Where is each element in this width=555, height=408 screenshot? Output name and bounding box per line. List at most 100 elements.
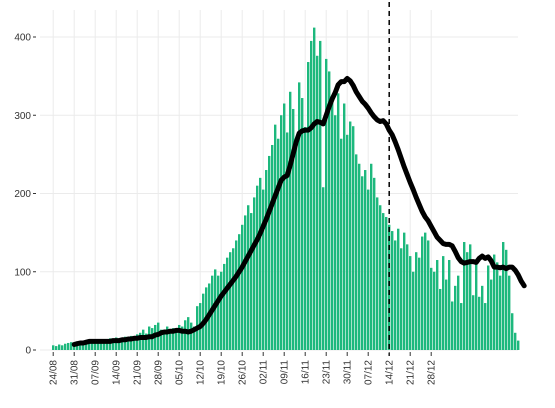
- y-axis: 0 100 200 300 400: [14, 33, 36, 357]
- bar: [457, 275, 460, 350]
- bar: [259, 177, 262, 350]
- bar: [253, 197, 256, 350]
- bar: [367, 189, 370, 350]
- bar: [514, 332, 517, 350]
- y-tick-label: 100: [14, 267, 31, 278]
- bar: [370, 163, 373, 350]
- bar: [121, 340, 124, 350]
- x-tick-label: 30/11: [343, 360, 354, 385]
- average-line: [71, 76, 527, 347]
- x-tick-label: 09/11: [280, 360, 291, 385]
- bar: [502, 242, 505, 350]
- bar: [358, 163, 361, 350]
- bar: [364, 170, 367, 350]
- bar: [481, 285, 484, 350]
- bar: [412, 271, 415, 350]
- bar: [238, 234, 241, 350]
- bar: [271, 144, 274, 350]
- bar: [343, 103, 346, 350]
- bar: [388, 224, 391, 350]
- bar: [136, 334, 139, 350]
- bar: [322, 187, 325, 350]
- x-tick-label: 26/10: [238, 360, 249, 385]
- bar: [112, 339, 115, 350]
- y-tick-label: 0: [25, 346, 31, 357]
- bar: [175, 331, 178, 350]
- bar: [475, 262, 478, 350]
- bar: [55, 346, 58, 350]
- bar: [127, 338, 130, 350]
- bar: [82, 342, 85, 350]
- bar: [454, 285, 457, 350]
- bar: [361, 176, 364, 350]
- bar: [166, 326, 169, 350]
- bar: [124, 336, 127, 350]
- x-tick-label: 02/11: [259, 360, 270, 385]
- x-tick-label: 23/11: [322, 360, 333, 385]
- bar: [424, 232, 427, 350]
- bar: [304, 126, 307, 350]
- bar: [487, 265, 490, 350]
- bar: [145, 333, 148, 350]
- bar: [109, 338, 112, 350]
- bar: [169, 332, 172, 350]
- bar: [85, 340, 88, 350]
- bar: [346, 134, 349, 350]
- bar: [448, 260, 451, 350]
- bar: [466, 252, 469, 350]
- bar: [316, 55, 319, 350]
- bar: [496, 262, 499, 350]
- bar: [472, 295, 475, 350]
- bar: [463, 242, 466, 350]
- bar: [340, 138, 343, 350]
- bar: [310, 40, 313, 350]
- bar: [247, 205, 250, 350]
- bar: [100, 340, 103, 350]
- bar: [460, 303, 463, 350]
- bar: [139, 332, 142, 350]
- bar: [250, 213, 253, 350]
- bar: [220, 271, 223, 350]
- bar: [403, 232, 406, 350]
- bar: [418, 257, 421, 350]
- bar: [235, 240, 238, 350]
- x-tick-label: 07/09: [91, 360, 102, 385]
- x-tick-label: 21/12: [406, 360, 417, 385]
- bar: [184, 320, 187, 350]
- bar: [280, 115, 283, 350]
- bar: [442, 256, 445, 350]
- bar: [469, 244, 472, 350]
- bar: [409, 256, 412, 350]
- x-tick-label: 05/10: [175, 360, 186, 385]
- average-line-layer: [71, 76, 527, 347]
- bar: [517, 340, 520, 350]
- bar: [256, 185, 259, 350]
- bar: [400, 248, 403, 350]
- bar: [439, 288, 442, 350]
- bar: [106, 340, 109, 350]
- bar: [118, 339, 121, 350]
- bar: [265, 170, 268, 350]
- bar: [277, 138, 280, 350]
- bar: [478, 296, 481, 350]
- bar: [337, 93, 340, 350]
- x-tick-label: 31/08: [70, 360, 81, 385]
- bar: [133, 337, 136, 350]
- bar: [217, 275, 220, 350]
- y-tick-label: 200: [14, 189, 31, 200]
- bar: [283, 103, 286, 350]
- bar: [352, 126, 355, 350]
- bar: [268, 155, 271, 350]
- bar: [232, 248, 235, 350]
- bar: [115, 337, 118, 350]
- bar: [274, 124, 277, 350]
- bar: [289, 91, 292, 351]
- bar: [394, 240, 397, 350]
- bar: [493, 254, 496, 350]
- bar: [181, 326, 184, 350]
- bar: [172, 328, 175, 350]
- bar: [421, 236, 424, 350]
- bar: [508, 275, 511, 350]
- bar: [334, 115, 337, 350]
